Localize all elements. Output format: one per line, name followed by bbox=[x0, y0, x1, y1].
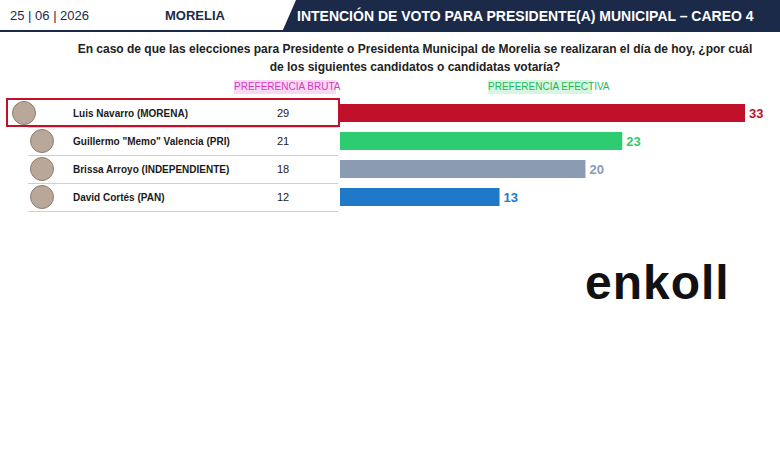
svg-text:12: 12 bbox=[277, 191, 289, 203]
svg-text:20: 20 bbox=[589, 162, 603, 177]
svg-text:18: 18 bbox=[277, 163, 289, 175]
svg-text:David Cortés (PAN): David Cortés (PAN) bbox=[73, 192, 165, 203]
svg-text:Brissa Arroyo (INDEPENDIENTE): Brissa Arroyo (INDEPENDIENTE) bbox=[73, 164, 229, 175]
svg-text:23: 23 bbox=[626, 134, 640, 149]
html-text:En caso de que las elecciones: En caso de que las elecciones para Presi… bbox=[77, 42, 753, 74]
html-text:PREFERENCIA BRUTA: PREFERENCIA BRUTA bbox=[234, 81, 341, 92]
svg-text:21: 21 bbox=[277, 135, 289, 147]
html-text:PREFERENCIA EFECTIVA: PREFERENCIA EFECTIVA bbox=[488, 81, 610, 92]
svg-text:13: 13 bbox=[504, 190, 518, 205]
svg-text:Luis Navarro (MORENA): Luis Navarro (MORENA) bbox=[73, 108, 188, 119]
html-text:25 | 06 | 2026: 25 | 06 | 2026 bbox=[10, 8, 89, 23]
html-text:MORELIA: MORELIA bbox=[165, 8, 225, 23]
svg-text:33: 33 bbox=[749, 106, 763, 121]
svg-text:Guillermo "Memo" Valencia (PRI: Guillermo "Memo" Valencia (PRI) bbox=[73, 136, 230, 147]
html-text:enkoll: enkoll bbox=[585, 256, 730, 309]
svg-text:29: 29 bbox=[277, 107, 289, 119]
html-text:INTENCIÓN DE VOTO PARA PRESIDE: INTENCIÓN DE VOTO PARA PRESIDENTE(A) MUN… bbox=[297, 8, 754, 24]
